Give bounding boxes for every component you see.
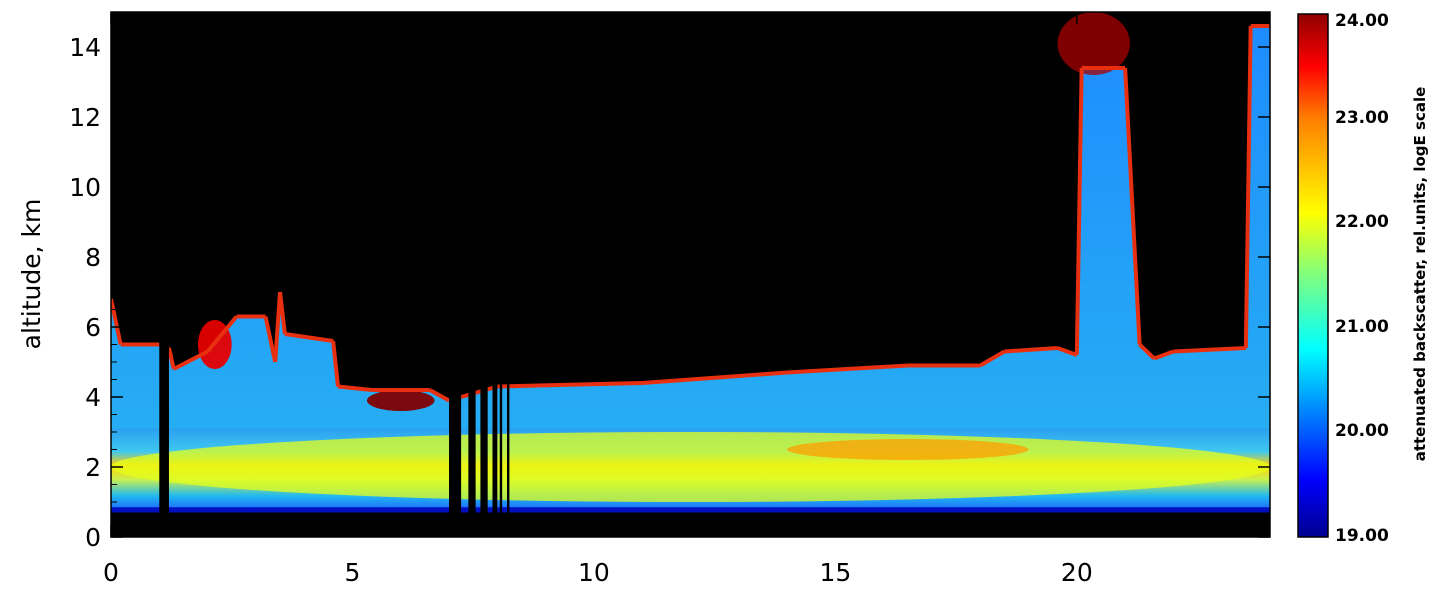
colorbar-tick-label: 21.00 bbox=[1335, 317, 1389, 337]
layer-aerosol-maximum bbox=[787, 439, 1029, 460]
cloud-top-rim bbox=[1056, 346, 1078, 357]
colorbar-ramp bbox=[1297, 13, 1329, 538]
colorbar-tick-label: 23.00 bbox=[1335, 108, 1389, 128]
y-tick-label: 4 bbox=[85, 383, 101, 412]
cloud-top-rim bbox=[206, 315, 239, 353]
y-tick-label: 8 bbox=[85, 243, 101, 272]
y-tick-label: 12 bbox=[69, 103, 101, 132]
cloud-top-rim bbox=[337, 384, 372, 392]
cloud-top-rim bbox=[1243, 25, 1253, 349]
cloud-top-rim bbox=[1138, 343, 1156, 360]
x-tick-label: 0 bbox=[103, 558, 119, 587]
gap-column bbox=[468, 12, 476, 537]
x-tick-label: 15 bbox=[819, 558, 851, 587]
cloud-top-rim bbox=[273, 291, 283, 363]
x-tick-label: 10 bbox=[578, 558, 610, 587]
cloud-top-rim bbox=[786, 363, 908, 375]
y-tick-label: 14 bbox=[69, 33, 101, 62]
gap-column bbox=[499, 12, 503, 537]
y-tick-label: 2 bbox=[85, 453, 101, 482]
colorbar-tick-label: 24.00 bbox=[1335, 11, 1389, 31]
layer-boundary-layer bbox=[111, 432, 1270, 502]
y-tick-label: 10 bbox=[69, 173, 101, 202]
colorbar-tick-label: 22.00 bbox=[1335, 212, 1389, 232]
cloud-top-rim bbox=[642, 370, 788, 385]
cloud-top-rim bbox=[1074, 67, 1084, 356]
y-tick-label: 6 bbox=[85, 313, 101, 342]
gap-column bbox=[449, 12, 462, 537]
cloud-top-rim bbox=[284, 332, 334, 343]
ticks: 0 5 10 15 20 0 2 4 6 8 10 12 14 bbox=[69, 12, 1271, 587]
cloud-top-rim bbox=[1123, 67, 1142, 345]
cloud-top-rim bbox=[1153, 349, 1175, 361]
surface-low-signal bbox=[111, 507, 1270, 513]
cloud-top-rim bbox=[278, 291, 287, 335]
x-tick-label: 5 bbox=[345, 558, 361, 587]
cloud-top-rim bbox=[428, 388, 450, 403]
cloud-top-rim bbox=[1004, 346, 1058, 354]
cloud-top-rim bbox=[263, 316, 278, 363]
cloud-top-rim bbox=[111, 298, 123, 345]
colorbar-tick-label: 20.00 bbox=[1335, 421, 1389, 441]
cloud-top-rim bbox=[331, 340, 340, 387]
free-troposphere-signal bbox=[111, 26, 1270, 511]
colorbar-title: attenuated backscatter, rel.units, logE … bbox=[1411, 87, 1429, 462]
layer-cloud bbox=[366, 390, 435, 411]
layer-cirrus bbox=[1057, 12, 1130, 75]
cloud-top-rim bbox=[167, 347, 176, 370]
colorbar: 19.00 20.00 21.00 22.00 23.00 24.00 atte… bbox=[1297, 11, 1429, 546]
gap-column bbox=[159, 12, 169, 537]
y-axis-title: altitude, km bbox=[17, 199, 46, 350]
colorbar-tick-label: 19.00 bbox=[1335, 526, 1389, 546]
cloud-top-rim bbox=[979, 349, 1006, 368]
gap-column bbox=[480, 12, 488, 537]
x-tick-label: 20 bbox=[1061, 558, 1093, 587]
gap-column bbox=[506, 12, 510, 537]
cloud-top-rim bbox=[497, 381, 643, 389]
plot-area bbox=[111, 12, 1270, 537]
gap-column bbox=[492, 12, 498, 537]
cloud-top-rim bbox=[172, 349, 209, 371]
y-tick-label: 0 bbox=[85, 523, 101, 552]
cloud-top-rim bbox=[1173, 346, 1246, 354]
